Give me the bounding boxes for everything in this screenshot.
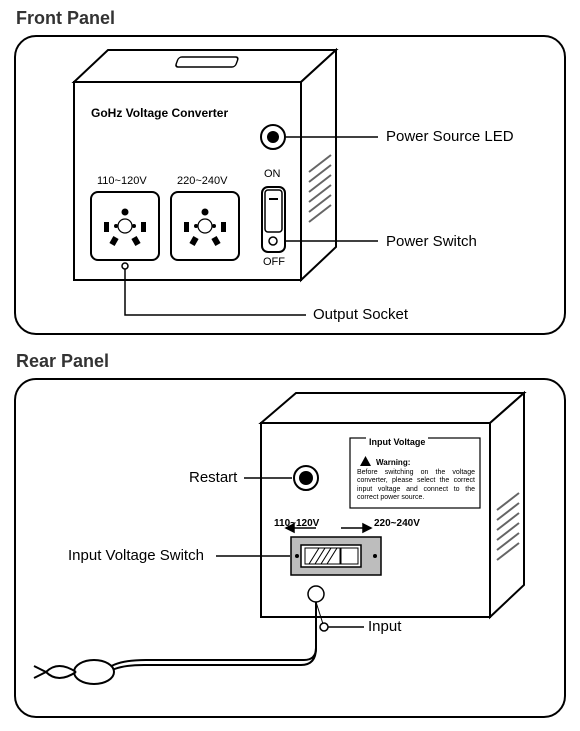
front-panel: GoHz Voltage Converter 110~120V 220~240V… (14, 35, 566, 335)
callout-output: Output Socket (313, 306, 408, 323)
switch-off: OFF (263, 256, 285, 268)
callout-ivswitch: Input Voltage Switch (68, 547, 204, 564)
warning-box-text: Input Voltage Warning: Before switching … (354, 432, 478, 503)
restart-inner[interactable] (299, 471, 313, 485)
iv-left-label: 110~120V (274, 518, 319, 529)
outlet-left-label: 110~120V (97, 175, 147, 187)
rear-panel: Restart Input Voltage Switch Input 110~1… (14, 378, 566, 718)
callout-switch: Power Switch (386, 233, 477, 250)
switch-dot (269, 237, 277, 245)
outlet-right-label: 220~240V (177, 175, 227, 187)
plug (34, 660, 114, 684)
front-title: Front Panel (0, 0, 580, 35)
screw-r (373, 554, 377, 558)
switch-on: ON (264, 168, 281, 180)
led-inner (267, 131, 279, 143)
callout-input: Input (368, 618, 401, 635)
rear-title: Rear Panel (0, 343, 580, 378)
screw-l (295, 554, 299, 558)
callout-led: Power Source LED (386, 128, 514, 145)
device-title: GoHz Voltage Converter (91, 106, 228, 120)
switch-rocker[interactable] (265, 190, 282, 232)
cable-gland (308, 586, 324, 602)
iv-switch-pos (341, 548, 358, 564)
rear-device-svg (16, 380, 556, 710)
iv-right-label: 220~240V (374, 518, 420, 529)
rear-side (490, 393, 524, 617)
warning-body: Before switching on the voltage converte… (354, 469, 478, 503)
handle (175, 57, 239, 67)
warning-title: Input Voltage (366, 437, 428, 447)
outlet-left-group (91, 192, 159, 260)
callout-restart: Restart (189, 469, 237, 486)
input-dot (320, 623, 328, 631)
rear-top (261, 393, 524, 423)
outlet-right-group (171, 192, 239, 260)
warning-label: Warning: (376, 458, 478, 467)
output-dot (122, 263, 128, 269)
